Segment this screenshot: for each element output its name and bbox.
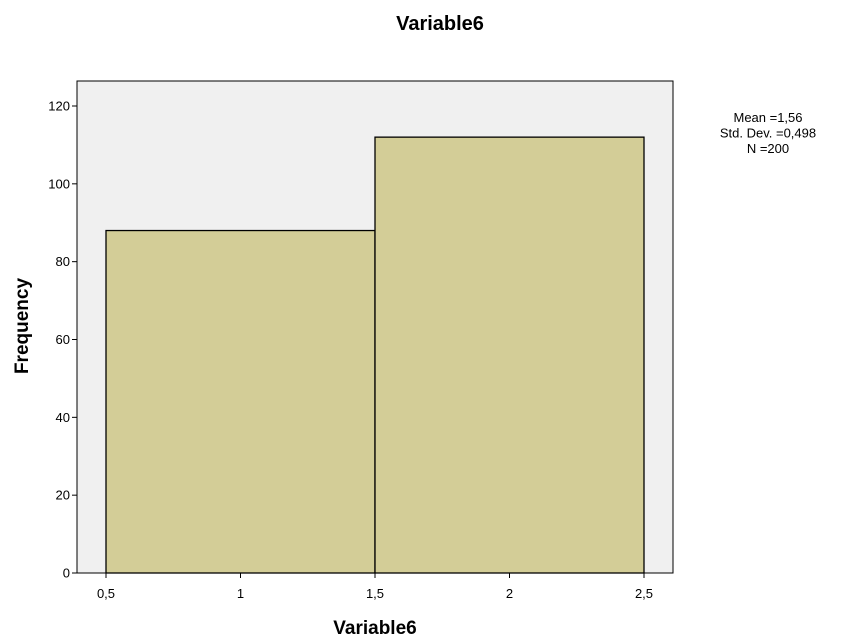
stats-line-2: Std. Dev. =0,498 [720,126,816,141]
y-tick-label: 0 [63,566,70,581]
x-tick-label: 2 [506,586,513,601]
x-axis-title: Variable6 [333,618,416,636]
y-tick-label: 80 [56,254,70,269]
bars-group [105,136,645,574]
stats-line-1: Mean =1,56 [733,110,802,125]
x-tick-label: 1,5 [366,586,384,601]
y-tick-label: 100 [48,176,70,191]
y-tick-label: 20 [56,488,70,503]
x-tick-label: 2,5 [635,586,653,601]
histogram-bar-2 [374,136,645,574]
y-tick-label: 40 [56,410,70,425]
x-axis: 0,5 1 1,5 2 2,5 [97,573,653,601]
x-tick-label: 1 [237,586,244,601]
chart-title: Variable6 [396,13,484,35]
histogram-bar-1 [105,229,376,574]
x-tick-label: 0,5 [97,586,115,601]
stats-line-3: N =200 [747,141,789,156]
y-axis-title: Frequency [12,278,33,375]
y-axis: 0 20 40 60 80 100 120 [48,99,77,581]
y-tick-label: 60 [56,332,70,347]
y-tick-label: 120 [48,99,70,114]
